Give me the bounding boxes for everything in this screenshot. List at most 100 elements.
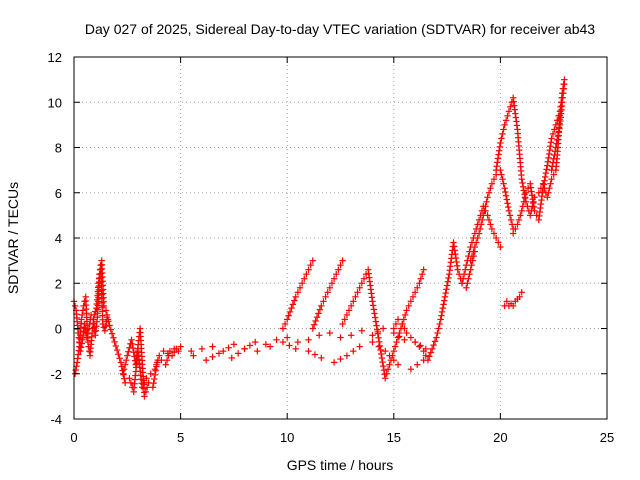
data-point — [460, 271, 468, 278]
data-point — [121, 361, 129, 368]
data-point — [358, 327, 366, 334]
data-point — [78, 316, 85, 323]
data-point — [326, 284, 334, 291]
data-point — [337, 261, 344, 269]
data-point — [123, 356, 130, 364]
data-point — [487, 185, 494, 192]
data-point — [548, 175, 555, 183]
data-point — [443, 286, 450, 293]
data-point — [246, 342, 254, 349]
data-point — [441, 293, 449, 301]
data-point — [198, 345, 206, 353]
data-point — [480, 212, 487, 219]
data-point — [450, 243, 458, 250]
data-point — [373, 326, 381, 333]
data-point — [416, 343, 423, 350]
data-point — [502, 192, 510, 199]
data-point — [324, 289, 331, 296]
y-tick-label: 12 — [48, 50, 62, 65]
data-point — [369, 302, 377, 309]
data-point — [473, 239, 480, 246]
y-tick-label: 4 — [55, 231, 62, 246]
data-point — [86, 347, 93, 355]
y-tick-label: -2 — [50, 367, 62, 382]
data-point — [101, 327, 109, 334]
data-point — [496, 143, 503, 151]
data-point — [494, 159, 501, 166]
data-point — [438, 308, 446, 316]
data-point — [499, 130, 506, 138]
data-point — [106, 322, 113, 329]
data-point — [502, 188, 509, 196]
data-point — [142, 388, 149, 396]
data-point — [401, 336, 408, 344]
data-point — [505, 207, 513, 215]
data-point — [552, 144, 560, 151]
data-point — [341, 316, 348, 323]
data-point — [141, 393, 148, 400]
data-point — [504, 200, 511, 207]
data-point — [377, 346, 384, 354]
data-point — [530, 199, 537, 207]
data-point — [503, 196, 510, 203]
data-point — [561, 80, 568, 88]
data-point — [527, 184, 535, 191]
data-point — [396, 329, 403, 337]
data-point — [284, 316, 291, 323]
data-point — [452, 250, 459, 258]
data-point — [350, 298, 357, 305]
data-point — [507, 103, 514, 110]
x-tick-label: 20 — [493, 430, 507, 445]
data-point — [392, 343, 399, 350]
data-point — [105, 318, 112, 325]
axis-ticks: 0 5 10 15 20 25 -4 -2 0 2 4 6 8 10 12 — [48, 50, 615, 445]
data-point — [411, 338, 419, 346]
data-point — [347, 332, 355, 339]
data-point — [386, 361, 393, 368]
data-point — [254, 347, 261, 355]
data-point — [150, 379, 157, 387]
data-point — [373, 322, 380, 329]
data-point — [543, 166, 550, 173]
data-point — [545, 150, 553, 158]
data-point — [230, 341, 238, 348]
data-point — [549, 159, 557, 166]
data-point — [91, 311, 98, 319]
data-point — [493, 163, 500, 170]
data-point — [494, 155, 502, 162]
data-point — [401, 325, 408, 332]
data-point — [401, 311, 409, 319]
data-point — [436, 320, 443, 328]
data-point — [315, 310, 322, 317]
data-point — [407, 366, 415, 373]
chart-title: Day 027 of 2025, Sidereal Day-to-day VTE… — [85, 21, 595, 37]
data-point — [419, 271, 426, 278]
data-point — [476, 225, 484, 233]
data-point — [409, 293, 417, 301]
data-point — [376, 338, 383, 346]
data-point — [519, 179, 526, 187]
data-point — [497, 139, 504, 147]
data-point — [378, 354, 386, 362]
data-point — [228, 354, 235, 362]
data-point — [428, 345, 436, 353]
data-point — [165, 352, 172, 359]
data-point — [430, 341, 437, 349]
data-point — [117, 359, 125, 366]
data-point — [305, 347, 312, 355]
data-point — [121, 379, 129, 386]
data-point — [108, 330, 116, 337]
data-point — [333, 271, 340, 278]
data-point — [382, 347, 389, 355]
data-point — [375, 334, 382, 341]
data-point — [407, 334, 415, 341]
data-point — [547, 180, 554, 187]
data-point — [462, 266, 469, 273]
data-point — [519, 183, 527, 190]
data-point — [549, 130, 557, 138]
data-point — [488, 225, 496, 233]
x-tick-label: 0 — [70, 430, 77, 445]
data-point — [313, 313, 321, 321]
data-point — [545, 154, 552, 162]
